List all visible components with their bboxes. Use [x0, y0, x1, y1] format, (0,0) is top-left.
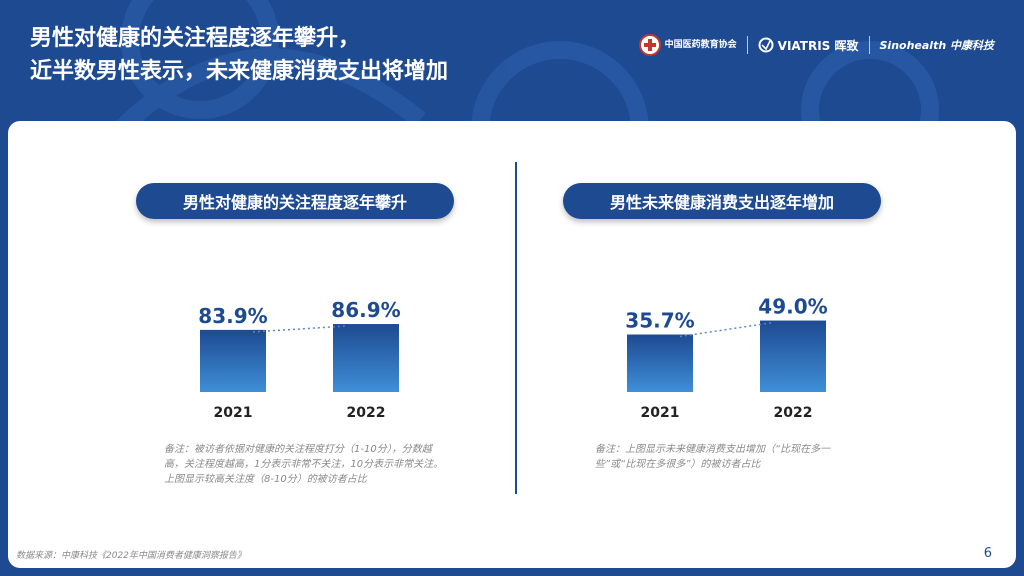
- logo-association-name: 中国医药教育协会: [664, 40, 737, 50]
- page-number: 6: [983, 546, 992, 561]
- trend-line: [252, 325, 347, 333]
- association-seal-icon: [638, 34, 661, 56]
- partner-logos: 中国医药教育协会 VIATRIS 晖致 Sinohealth 中康科技: [638, 32, 995, 58]
- left-bar-chart: 83.9% 2021 86.9% 2022: [198, 298, 400, 421]
- data-label-2022: 86.9%: [331, 298, 400, 322]
- logo-viatris: VIATRIS 晖致: [758, 37, 859, 54]
- logo-association: 中国医药教育协会: [638, 34, 737, 56]
- panel-divider: [515, 162, 517, 494]
- page-title: 男性对健康的关注程度逐年攀升， 近半数男性表示，未来健康消费支出将增加: [30, 22, 448, 88]
- data-label-2021: 35.7%: [625, 309, 694, 333]
- title-line-2: 近半数男性表示，未来健康消费支出将增加: [30, 59, 449, 84]
- x-tick-2021: 2021: [214, 405, 253, 421]
- data-label-2022: 49.0%: [758, 295, 827, 319]
- trend-line: [679, 321, 774, 338]
- bar-2021: [627, 334, 693, 392]
- logo-sinohealth: Sinohealth 中康科技: [880, 37, 995, 53]
- x-tick-2022: 2022: [347, 405, 386, 421]
- right-bar-chart: 35.7% 2021 49.0% 2022: [625, 295, 827, 421]
- x-tick-2021: 2021: [641, 405, 680, 421]
- title-line-1: 男性对健康的关注程度逐年攀升，: [30, 26, 361, 51]
- bar-2021: [200, 329, 266, 392]
- logo-viatris-name: VIATRIS 晖致: [777, 38, 859, 53]
- logo-divider: [746, 36, 748, 54]
- bar-2022: [760, 320, 826, 392]
- x-tick-2022: 2022: [774, 405, 813, 421]
- right-chart-note: 备注：上图显示未来健康消费支出增加（“比现在多一些”或“比现在多很多”）的被访者…: [595, 444, 831, 470]
- viatris-mark-icon: [758, 37, 774, 53]
- data-label-2021: 83.9%: [198, 304, 267, 328]
- right-chart-title: 男性未来健康消费支出逐年增加: [563, 183, 881, 219]
- data-source: 数据来源：中康科技《2022年中国消费者健康洞察报告》: [16, 551, 246, 561]
- left-chart-note: 备注：被访者依据对健康的关注程度打分（1-10分），分数越高，关注程度越高，1分…: [164, 444, 444, 485]
- logo-sinohealth-name: Sinohealth 中康科技: [879, 39, 995, 52]
- left-chart-title: 男性对健康的关注程度逐年攀升: [136, 183, 454, 219]
- logo-divider: [868, 36, 870, 54]
- bar-2022: [333, 324, 399, 392]
